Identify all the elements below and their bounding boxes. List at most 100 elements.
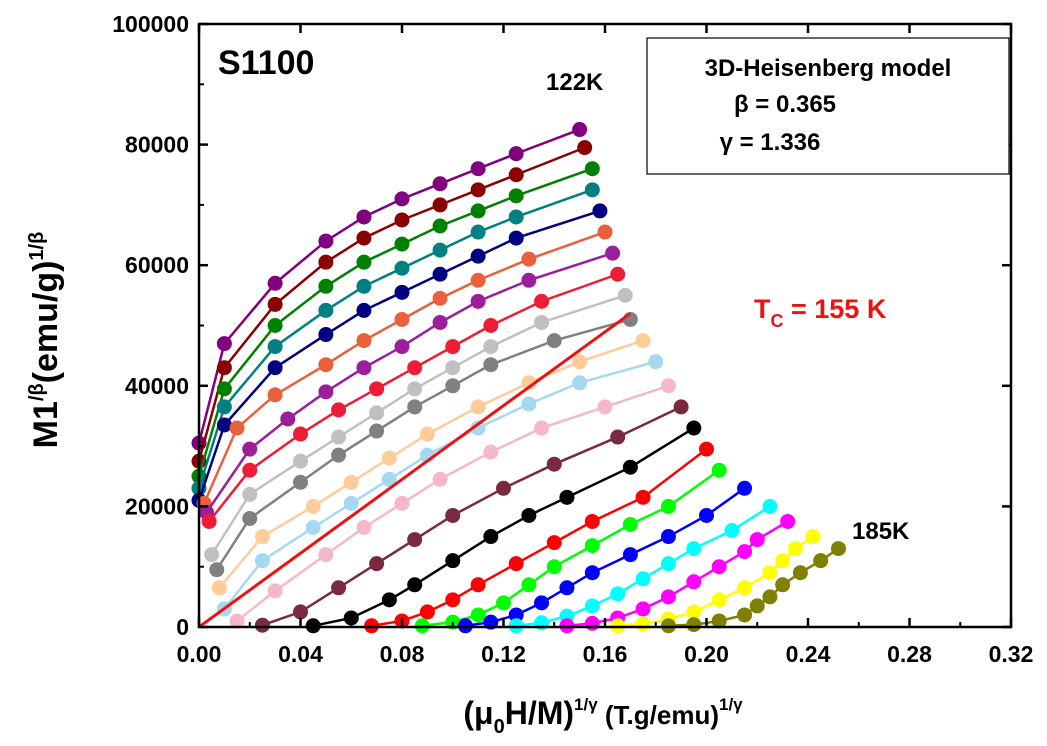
series-21: [610, 529, 821, 634]
data-point: [356, 209, 372, 225]
data-point: [762, 589, 778, 605]
data-point: [686, 420, 702, 436]
tc-line-layer: [198, 312, 632, 629]
data-point: [470, 224, 486, 240]
data-point: [584, 615, 600, 631]
data-point: [559, 580, 575, 596]
data-point: [331, 429, 347, 445]
data-point: [496, 480, 511, 496]
data-point: [508, 209, 524, 225]
x-label-sub: 0: [494, 716, 505, 738]
data-point: [711, 462, 727, 478]
data-point: [305, 498, 321, 514]
data-point: [318, 384, 334, 400]
x-tick-label: 0.24: [786, 641, 831, 667]
data-point: [267, 275, 283, 291]
data-point: [584, 598, 600, 614]
data-point: [318, 254, 334, 270]
data-point: [483, 529, 499, 545]
series-line: [218, 339, 644, 589]
data-point: [762, 565, 778, 581]
data-point: [584, 161, 600, 177]
data-point: [470, 203, 486, 219]
series-line: [516, 505, 771, 628]
data-point: [534, 595, 550, 611]
series-line: [371, 448, 708, 628]
data-point: [381, 592, 397, 608]
data-point: [559, 489, 575, 505]
data-point: [470, 607, 486, 623]
x-tick-label: 0.00: [177, 641, 222, 667]
x-label-rest: (T.g/emu): [598, 700, 719, 730]
data-point: [483, 339, 499, 355]
x-tick-label: 0.32: [989, 641, 1034, 667]
series-4: [191, 182, 600, 496]
data-point: [229, 420, 245, 436]
data-point: [407, 399, 423, 415]
data-point: [792, 565, 808, 581]
data-point: [445, 507, 461, 523]
data-point: [445, 378, 461, 394]
model-box-beta: β = 0.365: [734, 91, 836, 118]
series-line: [312, 426, 695, 628]
data-point: [787, 541, 803, 557]
series-line: [202, 230, 606, 504]
x-axis-label: (μ0H/M)1/γ (T.g/emu)1/γ: [463, 695, 743, 738]
series-14: [254, 399, 689, 633]
data-point: [470, 248, 486, 264]
data-point: [267, 583, 283, 599]
model-box-gamma: γ = 1.336: [720, 129, 821, 156]
sample-label: S1100: [218, 44, 314, 82]
data-point: [813, 553, 829, 569]
data-series-layer: [191, 122, 846, 634]
data-point: [508, 607, 524, 623]
data-point: [280, 411, 296, 427]
series-line: [262, 405, 682, 627]
data-point: [699, 507, 714, 523]
y-label-sup2: 1/β: [26, 232, 48, 261]
data-point: [394, 191, 410, 207]
data-point: [508, 146, 524, 162]
data-point: [737, 544, 753, 560]
y-tick-label: 40000: [125, 373, 189, 399]
data-point: [711, 559, 727, 575]
series-line: [223, 360, 657, 610]
data-point: [470, 272, 486, 288]
data-point: [216, 399, 232, 415]
data-point: [660, 378, 676, 394]
data-point: [267, 296, 283, 312]
data-point: [572, 375, 588, 391]
data-point: [356, 278, 372, 294]
x-label-mid: H/M): [505, 695, 574, 731]
data-point: [432, 266, 448, 282]
series-11: [211, 333, 651, 596]
y-tick-label: 0: [176, 614, 189, 640]
data-point: [508, 556, 524, 572]
annotation-185k: 185K: [852, 518, 910, 545]
data-point: [521, 507, 537, 523]
data-point: [635, 616, 651, 632]
data-point: [216, 336, 232, 352]
series-17: [414, 462, 727, 634]
data-point: [686, 604, 702, 620]
data-point: [394, 339, 410, 355]
data-point: [610, 266, 626, 282]
data-point: [229, 613, 245, 629]
data-point: [201, 513, 217, 529]
data-point: [318, 302, 334, 318]
data-point: [830, 541, 846, 557]
data-point: [635, 489, 651, 505]
data-point: [521, 577, 537, 593]
data-point: [534, 314, 550, 330]
data-point: [343, 610, 359, 626]
data-point: [242, 486, 258, 502]
series-1: [191, 122, 588, 451]
y-label-mid: (emu/g): [27, 261, 65, 384]
data-point: [211, 580, 227, 596]
data-point: [419, 604, 435, 620]
model-box-title: 3D-Heisenberg model: [705, 55, 952, 82]
data-point: [254, 617, 270, 633]
series-line: [617, 535, 814, 628]
data-point: [445, 360, 461, 376]
